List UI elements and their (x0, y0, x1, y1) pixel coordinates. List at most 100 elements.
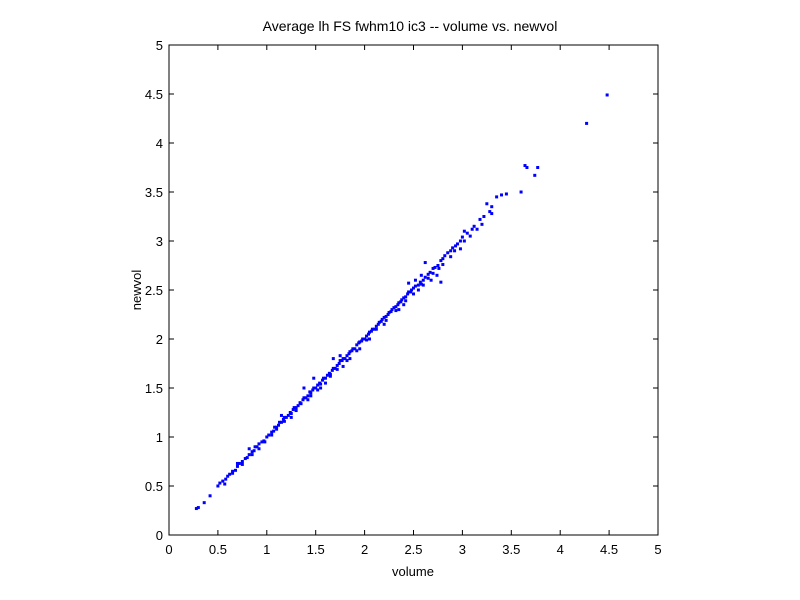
data-point (423, 275, 427, 279)
data-point (270, 433, 274, 437)
data-point (333, 366, 337, 370)
data-point (404, 295, 408, 299)
data-point (235, 464, 239, 468)
x-axis-label: volume (392, 564, 434, 579)
data-point (454, 244, 458, 248)
data-point (394, 305, 398, 309)
data-point (263, 440, 267, 444)
y-tick-label: 0.5 (145, 479, 163, 494)
data-point (348, 357, 352, 361)
data-point (446, 251, 450, 255)
data-point (500, 193, 504, 197)
data-point (277, 423, 281, 427)
data-point (338, 359, 342, 363)
data-point (322, 376, 326, 380)
data-point (465, 231, 469, 235)
data-point (234, 468, 238, 472)
data-point (245, 456, 249, 460)
data-point (316, 388, 320, 392)
data-point (410, 288, 414, 292)
data-point (312, 376, 316, 380)
data-point (519, 190, 523, 194)
x-tick-label: 2.5 (404, 542, 422, 557)
data-point (389, 310, 393, 314)
data-point (345, 354, 349, 358)
data-point (331, 357, 335, 361)
data-point (289, 411, 293, 415)
data-point (224, 477, 228, 481)
data-point (409, 290, 413, 294)
data-point (384, 318, 388, 322)
data-point (419, 273, 423, 277)
y-tick-label: 2 (156, 332, 163, 347)
data-point (255, 445, 259, 449)
data-point (402, 303, 406, 307)
data-point (267, 433, 271, 437)
data-point (270, 430, 274, 434)
y-tick-label: 1 (156, 430, 163, 445)
data-point (194, 507, 198, 511)
y-tick-label: 5 (156, 38, 163, 53)
data-point (289, 415, 293, 419)
data-point (273, 425, 277, 429)
data-point (282, 419, 286, 423)
data-point (431, 266, 435, 270)
data-point (426, 276, 430, 280)
x-tick-label: 2 (361, 542, 368, 557)
data-point (426, 272, 430, 276)
data-point (328, 372, 332, 376)
data-point (301, 398, 305, 402)
data-point (402, 296, 406, 300)
x-tick-label: 3.5 (502, 542, 520, 557)
data-point (386, 313, 390, 316)
data-point (470, 227, 474, 231)
data-point (196, 506, 200, 510)
data-point (490, 205, 494, 209)
data-point (458, 247, 462, 251)
data-point (231, 471, 235, 475)
data-point (253, 445, 257, 449)
data-point (265, 435, 269, 439)
data-point (299, 402, 303, 406)
data-point (374, 324, 378, 328)
data-point (278, 420, 282, 424)
data-point (392, 306, 396, 310)
data-point (462, 239, 466, 243)
data-point (475, 227, 479, 231)
data-point (328, 374, 332, 378)
data-point (406, 292, 410, 296)
data-point (449, 255, 453, 259)
data-point (423, 261, 427, 265)
data-point (286, 413, 290, 417)
data-point (456, 242, 460, 246)
data-point (335, 367, 339, 371)
data-point (237, 461, 241, 465)
data-point (302, 386, 306, 390)
data-point (390, 308, 394, 312)
data-point (323, 376, 327, 380)
data-point (360, 339, 364, 343)
data-point (453, 249, 457, 253)
data-point (240, 462, 244, 466)
x-tick-label: 5 (654, 542, 661, 557)
data-point (319, 382, 323, 386)
data-point (345, 359, 349, 363)
data-point (397, 301, 401, 305)
data-point (272, 429, 276, 433)
data-point (367, 332, 371, 336)
x-tick-label: 1.5 (307, 542, 325, 557)
data-point (223, 482, 227, 486)
data-point (419, 282, 423, 286)
data-point (228, 472, 232, 476)
data-point (384, 314, 388, 318)
y-axis-label: newvol (129, 270, 144, 311)
data-point (355, 343, 359, 347)
y-tick-label: 1.5 (145, 381, 163, 396)
data-point (525, 166, 529, 169)
data-point (323, 381, 327, 385)
data-point (437, 266, 441, 270)
data-point (412, 292, 415, 296)
data-point (443, 254, 447, 258)
data-point (441, 257, 445, 261)
